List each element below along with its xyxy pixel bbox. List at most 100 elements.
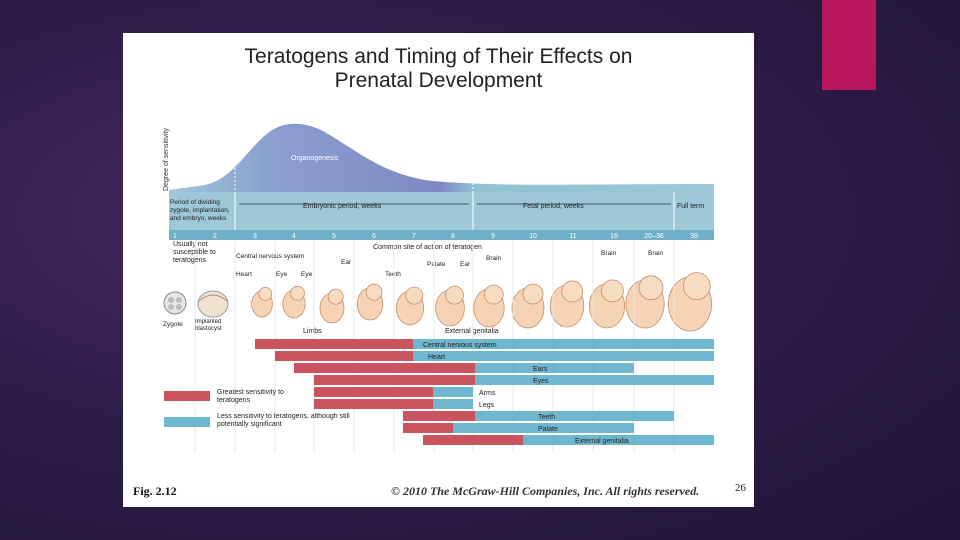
legend-greatest-label: Greatest sensitivity to teratogens — [217, 389, 284, 404]
week-label: 7 — [412, 233, 416, 240]
organogenesis-label: Organogenesis — [291, 155, 339, 162]
bar-red-segment — [314, 387, 433, 397]
embryo-7 — [473, 284, 505, 328]
organ-callout: Ear — [460, 261, 471, 268]
bar-red-segment — [314, 375, 475, 385]
period-embryonic: Embryonic period, weeks — [303, 203, 382, 210]
period-band — [169, 192, 714, 230]
sensitivity-bar: Eyes — [314, 375, 714, 385]
week-labels: 1 2 3 4 5 6 7 8 9 10 11 16 20–36 38 — [173, 233, 698, 240]
week-label: 16 — [610, 233, 618, 240]
week-label: 38 — [690, 233, 698, 240]
bar-label: Palate — [538, 426, 558, 433]
blastocyst-illustration — [197, 290, 229, 318]
bar-red-segment — [403, 411, 475, 421]
embryo-6 — [435, 285, 465, 327]
slide-number: 26 — [735, 482, 746, 494]
bar-blue-segment — [475, 411, 674, 421]
curve-ylabel: Degree of sensitivity — [163, 127, 170, 191]
legend-red-swatch — [164, 391, 210, 401]
embryo-illustrations — [251, 272, 713, 332]
legend-blue-swatch — [164, 417, 210, 427]
legend-less-label: Less sensitivity to teratogens, although… — [217, 413, 350, 428]
sensitivity-curve — [169, 123, 714, 192]
title-line-1: Teratogens and Timing of Their Effects o… — [244, 45, 633, 68]
bar-blue-segment — [433, 399, 473, 409]
bar-red-segment — [403, 423, 453, 433]
bar-red-segment — [423, 435, 523, 445]
common-site-label: Common site of action of teratogen — [373, 244, 482, 251]
accent-block — [822, 0, 876, 90]
week-label: 11 — [569, 233, 576, 240]
sensitivity-bar: Arms — [314, 387, 496, 397]
bar-label: Eyes — [533, 378, 549, 385]
week-label: 6 — [372, 233, 376, 240]
week-label: 1 — [173, 233, 177, 240]
week-label: 9 — [491, 233, 495, 240]
organ-callout: Brain — [601, 250, 617, 257]
figure: Teratogens and Timing of Their Effects o… — [123, 33, 754, 507]
zygote-illustration — [163, 291, 187, 315]
week-label: 5 — [332, 233, 336, 240]
sensitivity-bar: Ears — [294, 363, 634, 373]
week-label: 4 — [292, 233, 296, 240]
period-dividing: Period of dividing zygote, implantation,… — [170, 199, 230, 222]
organ-callout: Ear — [341, 259, 352, 266]
week-label: 10 — [529, 233, 537, 240]
bar-red-segment — [255, 339, 413, 349]
bar-blue-segment — [453, 423, 634, 433]
week-row — [169, 230, 714, 240]
week-label: 20–36 — [644, 233, 664, 240]
period-fetal: Fetal period, weeks — [523, 203, 584, 210]
embryo-2 — [282, 285, 306, 319]
organ-callout: Brain — [486, 255, 502, 262]
external-genitalia-label: External genitalia — [445, 328, 499, 335]
organ-callout: Heart — [236, 271, 252, 278]
embryo-4 — [356, 283, 384, 321]
sensitivity-bar: Palate — [403, 423, 634, 433]
embryo-8 — [511, 283, 545, 329]
fig-label: Fig. 2.12 — [133, 484, 177, 498]
embryo-11 — [625, 275, 665, 329]
week-label: 3 — [253, 233, 257, 240]
figure-title: Teratogens and Timing of Their Effects o… — [123, 45, 754, 93]
bar-label: Central nervous system — [423, 342, 497, 349]
bar-red-segment — [314, 399, 433, 409]
week-label: 2 — [213, 233, 217, 240]
organ-callout: Eye — [276, 271, 288, 278]
week-label: 8 — [451, 233, 455, 240]
bar-label: Legs — [479, 402, 495, 409]
sensitivity-bar: Heart — [275, 351, 714, 361]
not-susceptible-label: Usually not susceptible to teratogens — [173, 241, 216, 264]
bar-red-segment — [275, 351, 413, 361]
blastocyst-label: Implanted blastocyst — [195, 319, 222, 332]
bar-blue-segment — [475, 375, 714, 385]
bar-label: Teeth — [538, 414, 555, 421]
bar-blue-segment — [413, 351, 714, 361]
bar-blue-segment — [475, 363, 634, 373]
organ-callout: Central nervous system — [236, 253, 304, 260]
copyright-notice: © 2010 The McGraw-Hill Companies, Inc. A… — [391, 484, 700, 498]
limbs-label: Limbs — [303, 328, 322, 335]
bar-blue-segment — [433, 387, 473, 397]
embryo-9 — [549, 280, 585, 328]
organ-callout: Brain — [648, 250, 664, 257]
bar-blue-segment — [523, 435, 714, 445]
embryo-3 — [319, 288, 345, 324]
organ-callouts: Central nervous system Heart Eye Eye Ear Teet… — [236, 250, 664, 278]
bar-blue-segment — [413, 339, 714, 349]
bar-label: Heart — [428, 354, 445, 361]
organ-callout: Eye — [301, 271, 313, 278]
sensitivity-bar: Legs — [314, 399, 495, 409]
bar-label: External genitalia — [575, 438, 629, 445]
sensitivity-bar: Teeth — [403, 411, 674, 421]
period-full-term: Full term — [677, 203, 704, 210]
sensitivity-bar: External genitalia — [423, 435, 714, 445]
zygote-label: Zygote — [163, 321, 183, 328]
embryo-12 — [668, 272, 713, 332]
teratogen-diagram: Degree of sensitivity Organogenesis Peri… — [163, 123, 714, 453]
title-line-2: Prenatal Development — [334, 69, 543, 92]
embryo-1 — [251, 286, 273, 318]
embryo-5 — [395, 286, 424, 326]
embryo-10 — [588, 279, 625, 329]
